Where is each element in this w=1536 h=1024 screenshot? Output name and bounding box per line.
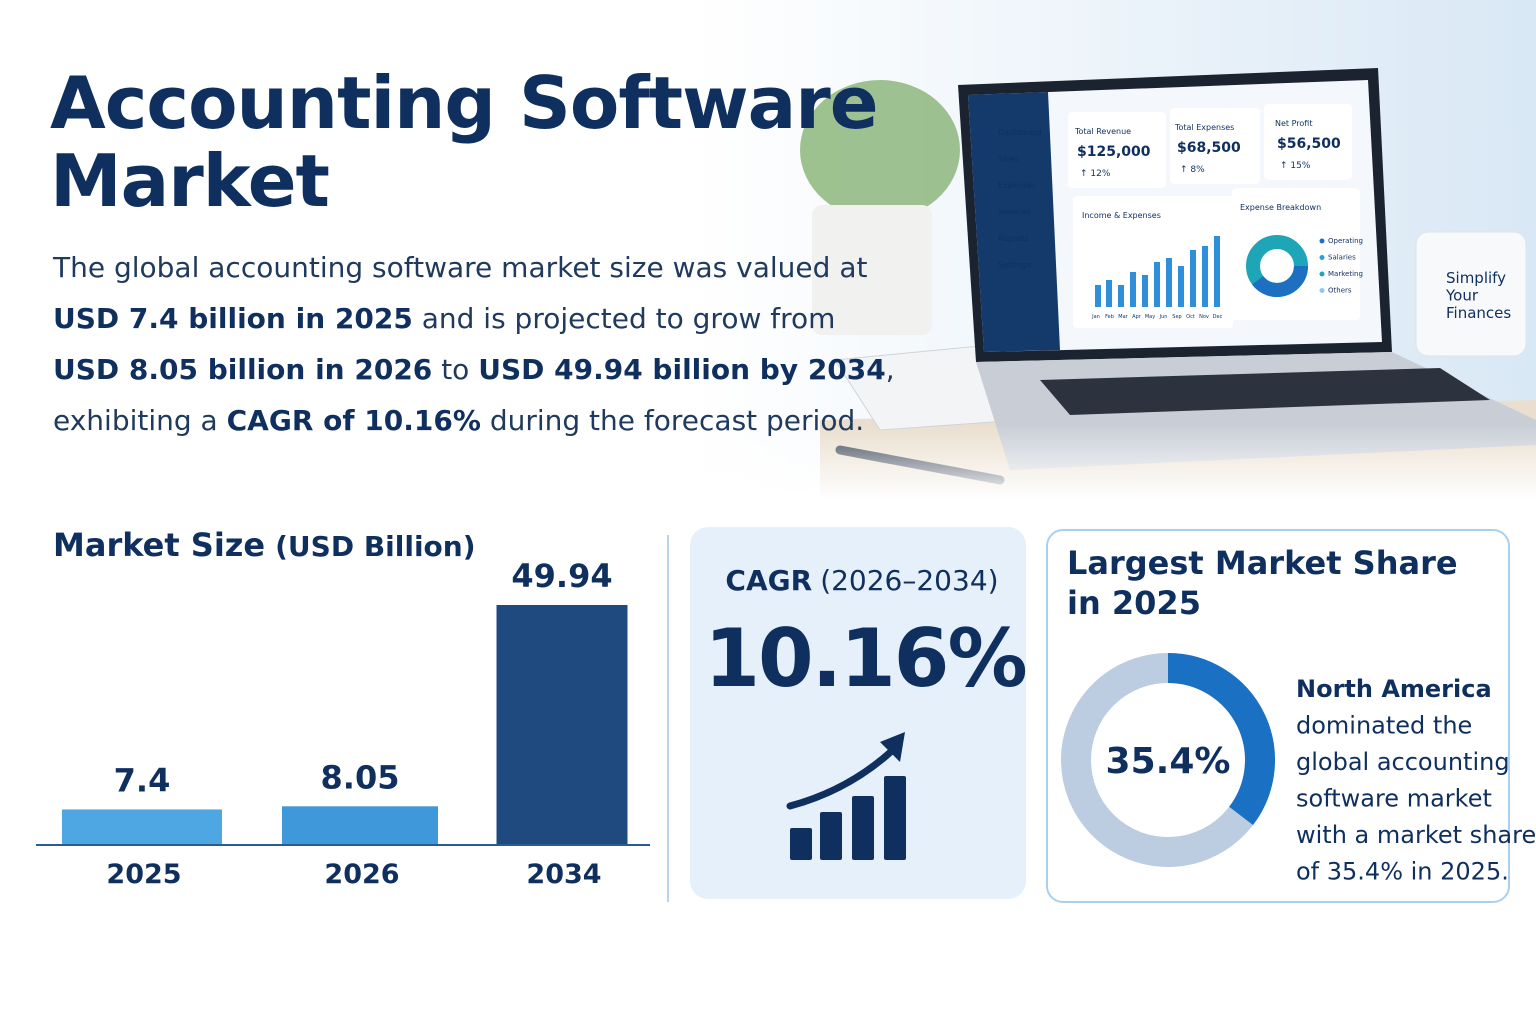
cagr-card — [690, 527, 1026, 899]
month-label: May — [1145, 314, 1155, 320]
growth-icon — [790, 776, 906, 860]
chart-title: Largest Market Share — [1067, 544, 1458, 582]
chart-unit: (USD Billion) — [275, 530, 475, 563]
month-label: Oct — [1186, 314, 1195, 320]
panel-title: Expense Breakdown — [1240, 203, 1321, 212]
description-segment: USD 49.94 billion by 2034 — [478, 353, 886, 386]
share-text: with a market share — [1296, 821, 1536, 849]
share-text: North America — [1296, 675, 1492, 703]
description-segment: to — [432, 353, 478, 386]
card-change: ↑ 15% — [1280, 161, 1311, 171]
legend-label: Salaries — [1328, 254, 1356, 262]
description-segment: , — [886, 353, 895, 386]
sidebar-item: Dashboard — [998, 128, 1041, 137]
chart-title: in 2025 — [1067, 584, 1201, 622]
card-label: Total Expenses — [1174, 123, 1234, 132]
share-text: dominated the — [1296, 712, 1472, 740]
description-line: exhibiting a CAGR of 10.16% during the f… — [53, 404, 864, 437]
month-label: Feb — [1105, 314, 1114, 320]
x-tick-label: 2025 — [106, 859, 181, 890]
description-segment: exhibiting a — [53, 404, 227, 437]
card-value: $56,500 — [1277, 136, 1341, 152]
card-label: Total Revenue — [1074, 127, 1131, 136]
legend-label: Marketing — [1328, 270, 1363, 278]
x-tick-label: 2026 — [324, 859, 399, 890]
value-label: 49.94 — [511, 557, 612, 595]
card-value: $125,000 — [1077, 144, 1151, 160]
share-text: of 35.4% in 2025. — [1296, 858, 1509, 886]
share-text: global accounting — [1296, 748, 1510, 776]
mug-text: Finances — [1446, 304, 1511, 322]
cagr-heading: CAGR (2026–2034) — [725, 564, 998, 597]
legend-dot — [1319, 238, 1325, 244]
sidebar-item: Reports — [998, 234, 1029, 243]
description-segment: USD 8.05 billion in 2026 — [53, 353, 432, 386]
value-label: 7.4 — [114, 761, 171, 799]
bar — [282, 806, 438, 845]
donut-label: 35.4% — [1106, 741, 1231, 782]
bar — [496, 605, 628, 845]
card-change: ↑ 12% — [1080, 169, 1111, 179]
month-label: Jun — [1159, 314, 1168, 320]
description-segment: during the forecast period. — [481, 404, 864, 437]
value-label: 8.05 — [321, 758, 400, 796]
description-segment: USD 7.4 billion in 2025 — [53, 302, 413, 335]
description-line: USD 8.05 billion in 2026 to USD 49.94 bi… — [53, 353, 895, 386]
legend-dot — [1319, 255, 1325, 260]
month-label: Mar — [1118, 314, 1128, 320]
cagr-period: (2026–2034) — [820, 564, 998, 597]
month-label: Jan — [1091, 314, 1100, 320]
description-line: USD 7.4 billion in 2025 and is projected… — [53, 302, 835, 335]
sidebar-item: Expenses — [998, 181, 1036, 190]
legend-dot — [1319, 288, 1325, 293]
chart-title: Market Size (USD Billion) — [53, 526, 476, 564]
growth-arrow — [786, 744, 899, 810]
mug-text: Simplify — [1446, 269, 1506, 287]
card-label: Net Profit — [1275, 119, 1312, 128]
sidebar-item: Invoices — [998, 208, 1031, 217]
description-segment: The global accounting software market si… — [52, 251, 867, 284]
month-label: Apr — [1132, 314, 1142, 320]
card-change: ↑ 8% — [1180, 165, 1205, 175]
share-text: software market — [1296, 785, 1492, 813]
x-tick-label: 2034 — [526, 859, 601, 890]
description-line: The global accounting software market si… — [52, 251, 867, 284]
title: Market — [50, 139, 329, 223]
title: Accounting Software — [50, 61, 878, 145]
cagr-label: CAGR — [725, 564, 812, 597]
mug-text: Your — [1445, 287, 1479, 305]
donut-slice — [1167, 653, 1275, 826]
panel-title: Income & Expenses — [1082, 211, 1161, 220]
growth-arrowhead — [880, 732, 905, 762]
month-label: Nov — [1199, 314, 1209, 320]
legend-label: Others — [1328, 287, 1352, 295]
sidebar-item: Sales — [998, 155, 1019, 164]
month-label: Dec — [1213, 314, 1223, 320]
description-segment: CAGR of 10.16% — [227, 404, 481, 437]
sidebar-item: Settings — [998, 261, 1031, 270]
month-label: Sep — [1172, 314, 1181, 320]
legend-label: Operating — [1328, 237, 1363, 245]
legend-dot — [1319, 271, 1325, 277]
description-segment: and is projected to grow from — [413, 302, 836, 335]
cagr-value: 10.16% — [704, 612, 1025, 705]
hero-fade — [0, 0, 1536, 500]
share-card — [1046, 529, 1510, 903]
card-value: $68,500 — [1177, 140, 1241, 156]
bar — [62, 809, 222, 845]
chart-title-text: Market Size — [53, 526, 265, 564]
